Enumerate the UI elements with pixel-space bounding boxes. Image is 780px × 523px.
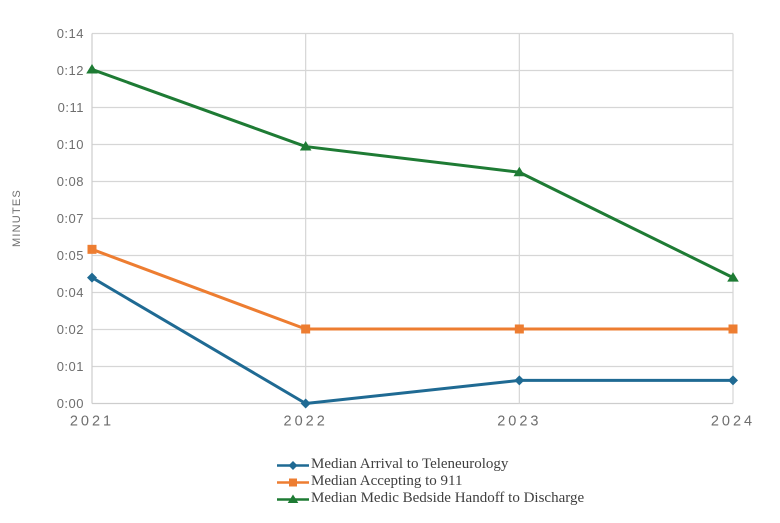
legend-label: Median Accepting to 911 bbox=[311, 473, 463, 489]
data-point-marker bbox=[514, 375, 525, 386]
y-tick-label: 0:01 bbox=[57, 359, 84, 374]
legend-label: Median Arrival to Teleneurology bbox=[311, 456, 509, 472]
y-tick-label: 0:12 bbox=[57, 63, 84, 78]
series-diamond bbox=[87, 272, 738, 409]
y-tick-label: 0:05 bbox=[57, 248, 84, 263]
data-point-marker bbox=[300, 398, 311, 409]
legend-item: Median Arrival to Teleneurology bbox=[277, 456, 584, 473]
y-tick-label: 0:11 bbox=[58, 100, 84, 115]
y-tick-label: 0:00 bbox=[57, 396, 84, 411]
data-point-marker bbox=[86, 63, 98, 74]
data-point-marker bbox=[727, 272, 739, 282]
chart-legend: Median Arrival to Teleneurology Median A… bbox=[277, 456, 584, 507]
series-square bbox=[87, 244, 738, 334]
data-point-marker bbox=[299, 141, 312, 151]
x-tick-label: 2021 bbox=[70, 414, 114, 430]
data-point-marker bbox=[87, 244, 97, 254]
x-tick-label: 2022 bbox=[284, 414, 328, 430]
legend-marker-triangle-icon bbox=[277, 493, 309, 505]
data-point-marker bbox=[301, 324, 311, 334]
series-triangle bbox=[86, 63, 739, 282]
legend-item: Median Medic Bedside Handoff to Discharg… bbox=[277, 490, 584, 507]
y-tick-label: 0:04 bbox=[57, 285, 84, 300]
data-point-marker bbox=[513, 166, 526, 177]
y-tick-label: 0:10 bbox=[57, 137, 84, 152]
data-point-marker bbox=[288, 460, 298, 470]
y-tick-label: 0:14 bbox=[57, 26, 84, 41]
legend-marker-diamond-icon bbox=[277, 459, 309, 471]
data-point-marker bbox=[287, 494, 299, 503]
data-point-marker bbox=[87, 272, 97, 283]
data-point-marker bbox=[728, 375, 738, 386]
y-tick-label: 0:07 bbox=[57, 211, 84, 226]
y-tick-label: 0:08 bbox=[57, 174, 84, 189]
legend-label: Median Medic Bedside Handoff to Discharg… bbox=[311, 490, 585, 506]
y-axis-title: MINUTES bbox=[11, 189, 23, 247]
data-point-marker bbox=[289, 478, 297, 486]
series-line bbox=[90, 247, 735, 331]
legend-marker-square-icon bbox=[277, 476, 309, 488]
series-line bbox=[90, 67, 735, 280]
data-point-marker bbox=[514, 324, 524, 334]
x-tick-label: 2023 bbox=[497, 414, 541, 430]
data-point-marker bbox=[728, 324, 738, 334]
y-tick-label: 0:02 bbox=[57, 322, 84, 337]
x-tick-label: 2024 bbox=[711, 414, 755, 430]
series-line bbox=[90, 276, 735, 405]
legend-item: Median Accepting to 911 bbox=[277, 473, 584, 490]
